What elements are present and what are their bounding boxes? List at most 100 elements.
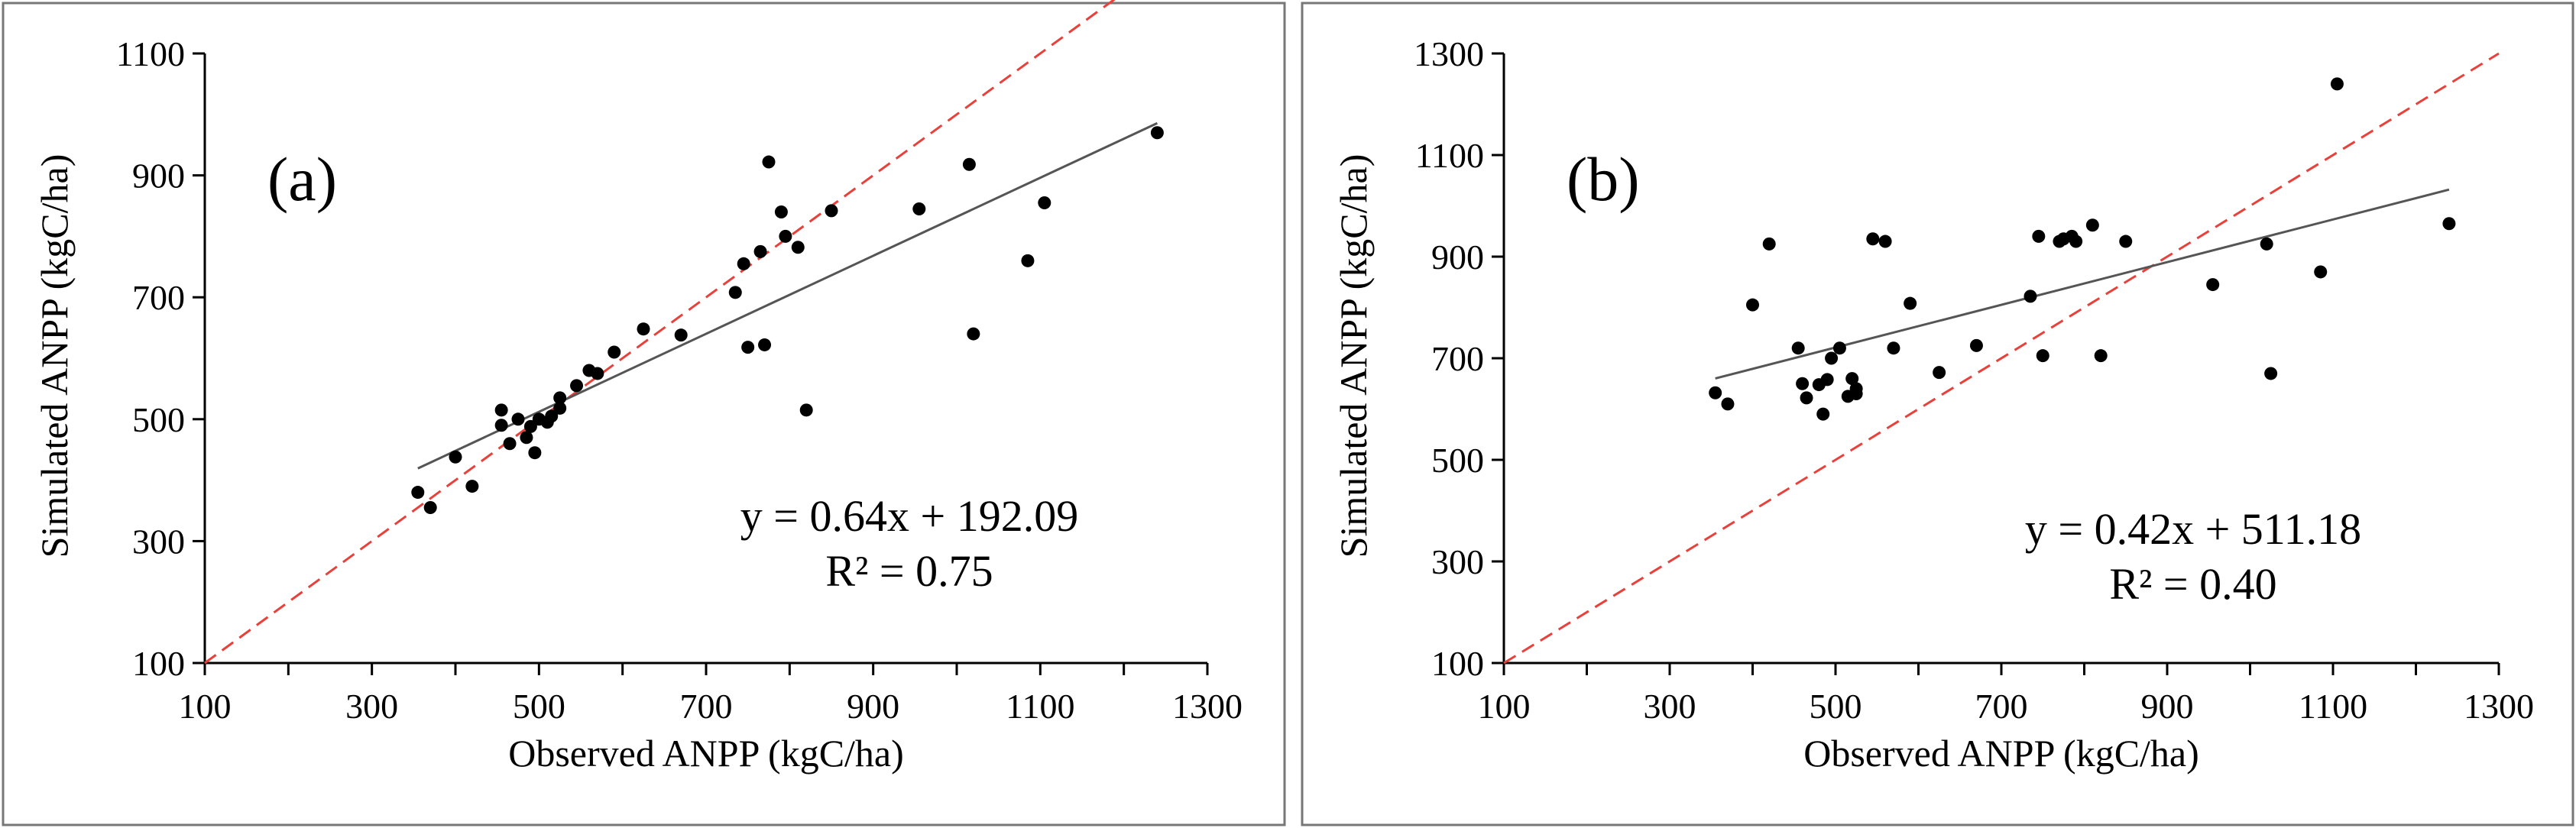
x-tick-label: 1100 bbox=[1006, 687, 1074, 726]
one-to-one-line bbox=[204, 0, 1116, 665]
data-point bbox=[637, 322, 650, 336]
y-tick-label: 300 bbox=[1431, 542, 1484, 581]
data-point bbox=[494, 419, 508, 432]
data-point bbox=[423, 501, 437, 515]
data-point bbox=[449, 450, 462, 464]
y-tick-label: 300 bbox=[132, 522, 185, 561]
data-point bbox=[1800, 391, 1813, 405]
data-point bbox=[1796, 377, 1810, 390]
data-point bbox=[1878, 234, 1892, 248]
data-point bbox=[465, 480, 479, 493]
y-tick-label: 500 bbox=[1431, 441, 1484, 480]
x-tick-label: 1300 bbox=[1172, 687, 1243, 726]
x-tick-label: 700 bbox=[680, 687, 733, 726]
data-point bbox=[591, 367, 604, 380]
data-point bbox=[753, 244, 767, 258]
data-point bbox=[520, 431, 533, 445]
r-squared-label: R² = 0.40 bbox=[2109, 559, 2276, 609]
data-point bbox=[774, 205, 788, 218]
chart-b: 100 300 500 700 900 1100 1300 100 300 500 700 900 11… bbox=[1301, 2, 2574, 826]
chart-panel-a: 100 300 500 700 900 1100 1300 100 300 500 700 900 11… bbox=[2, 0, 1286, 826]
data-point bbox=[528, 446, 542, 460]
data-point bbox=[2069, 234, 2083, 248]
panel-label: (b) bbox=[1567, 144, 1640, 214]
data-point bbox=[1933, 366, 1946, 380]
y-tick-label: 100 bbox=[132, 644, 185, 683]
data-point bbox=[1825, 351, 1839, 365]
data-point bbox=[2094, 349, 2108, 363]
data-point bbox=[674, 328, 688, 342]
one-to-one-line bbox=[1503, 52, 2500, 665]
y-axis-title: Simulated ANPP (kgC/ha) bbox=[33, 154, 76, 558]
data-point bbox=[2036, 349, 2049, 363]
x-axis-title: Observed ANPP (kgC/ha) bbox=[508, 732, 904, 775]
data-point bbox=[1866, 232, 1880, 246]
y-tick-label: 700 bbox=[132, 278, 185, 317]
data-point bbox=[570, 379, 584, 393]
x-tick-label: 900 bbox=[847, 687, 899, 726]
y-axis-title: Simulated ANPP (kgC/ha) bbox=[1332, 154, 1375, 558]
x-tick-label: 300 bbox=[345, 687, 398, 726]
data-point bbox=[1150, 126, 1164, 140]
data-point bbox=[737, 257, 750, 270]
data-point bbox=[2085, 218, 2099, 232]
data-point bbox=[962, 157, 976, 171]
data-point bbox=[1709, 386, 1722, 399]
x-tick-label: 500 bbox=[1810, 687, 1862, 726]
data-point bbox=[2032, 229, 2046, 243]
data-point bbox=[411, 486, 425, 500]
data-point bbox=[2024, 289, 2037, 303]
data-point bbox=[967, 327, 980, 341]
data-point bbox=[1816, 407, 1830, 421]
r-squared-label: R² = 0.75 bbox=[825, 546, 993, 596]
data-point bbox=[1904, 296, 1917, 310]
data-point bbox=[494, 403, 508, 417]
chart-frame bbox=[1301, 2, 2574, 826]
regression-equation: y = 0.42x + 511.18 bbox=[2025, 504, 2361, 554]
data-point bbox=[1746, 298, 1759, 312]
data-point bbox=[758, 338, 772, 351]
x-tick-label: 900 bbox=[2141, 687, 2194, 726]
regression-equation: y = 0.64x + 192.09 bbox=[740, 491, 1078, 541]
y-tick-label: 1300 bbox=[1414, 34, 1484, 73]
data-point bbox=[2314, 265, 2328, 279]
y-tick-label: 1100 bbox=[1415, 136, 1484, 175]
chart-panel-b: 100 300 500 700 900 1100 1300 100 300 500 700 900 11… bbox=[1299, 0, 2576, 828]
data-point bbox=[1038, 196, 1051, 210]
data-point bbox=[791, 241, 805, 254]
y-tick-label: 900 bbox=[1431, 238, 1484, 277]
y-tick-label: 100 bbox=[1431, 644, 1484, 683]
x-tick-label: 100 bbox=[1478, 687, 1531, 726]
data-point bbox=[2264, 367, 2278, 380]
y-tick-label: 1100 bbox=[116, 34, 185, 73]
data-point bbox=[553, 391, 567, 405]
x-axis-title: Observed ANPP (kgC/ha) bbox=[1803, 732, 2199, 775]
data-point bbox=[608, 345, 621, 359]
data-point bbox=[2206, 278, 2220, 292]
data-point bbox=[1762, 237, 1776, 251]
data-point bbox=[2330, 77, 2344, 91]
chart-frame bbox=[2, 2, 1286, 826]
data-point bbox=[545, 409, 559, 423]
data-point bbox=[1849, 387, 1863, 401]
data-point bbox=[825, 204, 838, 218]
data-point bbox=[523, 419, 537, 433]
x-tick-label: 500 bbox=[513, 687, 565, 726]
data-point bbox=[1791, 341, 1805, 355]
x-tick-label: 1100 bbox=[2299, 687, 2367, 726]
regression-line bbox=[417, 121, 1158, 470]
data-point bbox=[1820, 373, 1834, 387]
panel-label: (a) bbox=[267, 144, 337, 214]
y-tick-label: 500 bbox=[132, 400, 185, 439]
data-point bbox=[553, 401, 567, 415]
x-tick-label: 1300 bbox=[2464, 687, 2534, 726]
x-tick-label: 300 bbox=[1644, 687, 1696, 726]
data-point bbox=[2442, 217, 2456, 231]
y-tick-label: 700 bbox=[1431, 339, 1484, 378]
data-point bbox=[1845, 372, 1859, 386]
data-point bbox=[1887, 341, 1900, 355]
data-point bbox=[511, 412, 525, 426]
x-tick-label: 700 bbox=[1975, 687, 2028, 726]
data-point bbox=[1969, 338, 1983, 352]
data-point bbox=[912, 202, 926, 215]
